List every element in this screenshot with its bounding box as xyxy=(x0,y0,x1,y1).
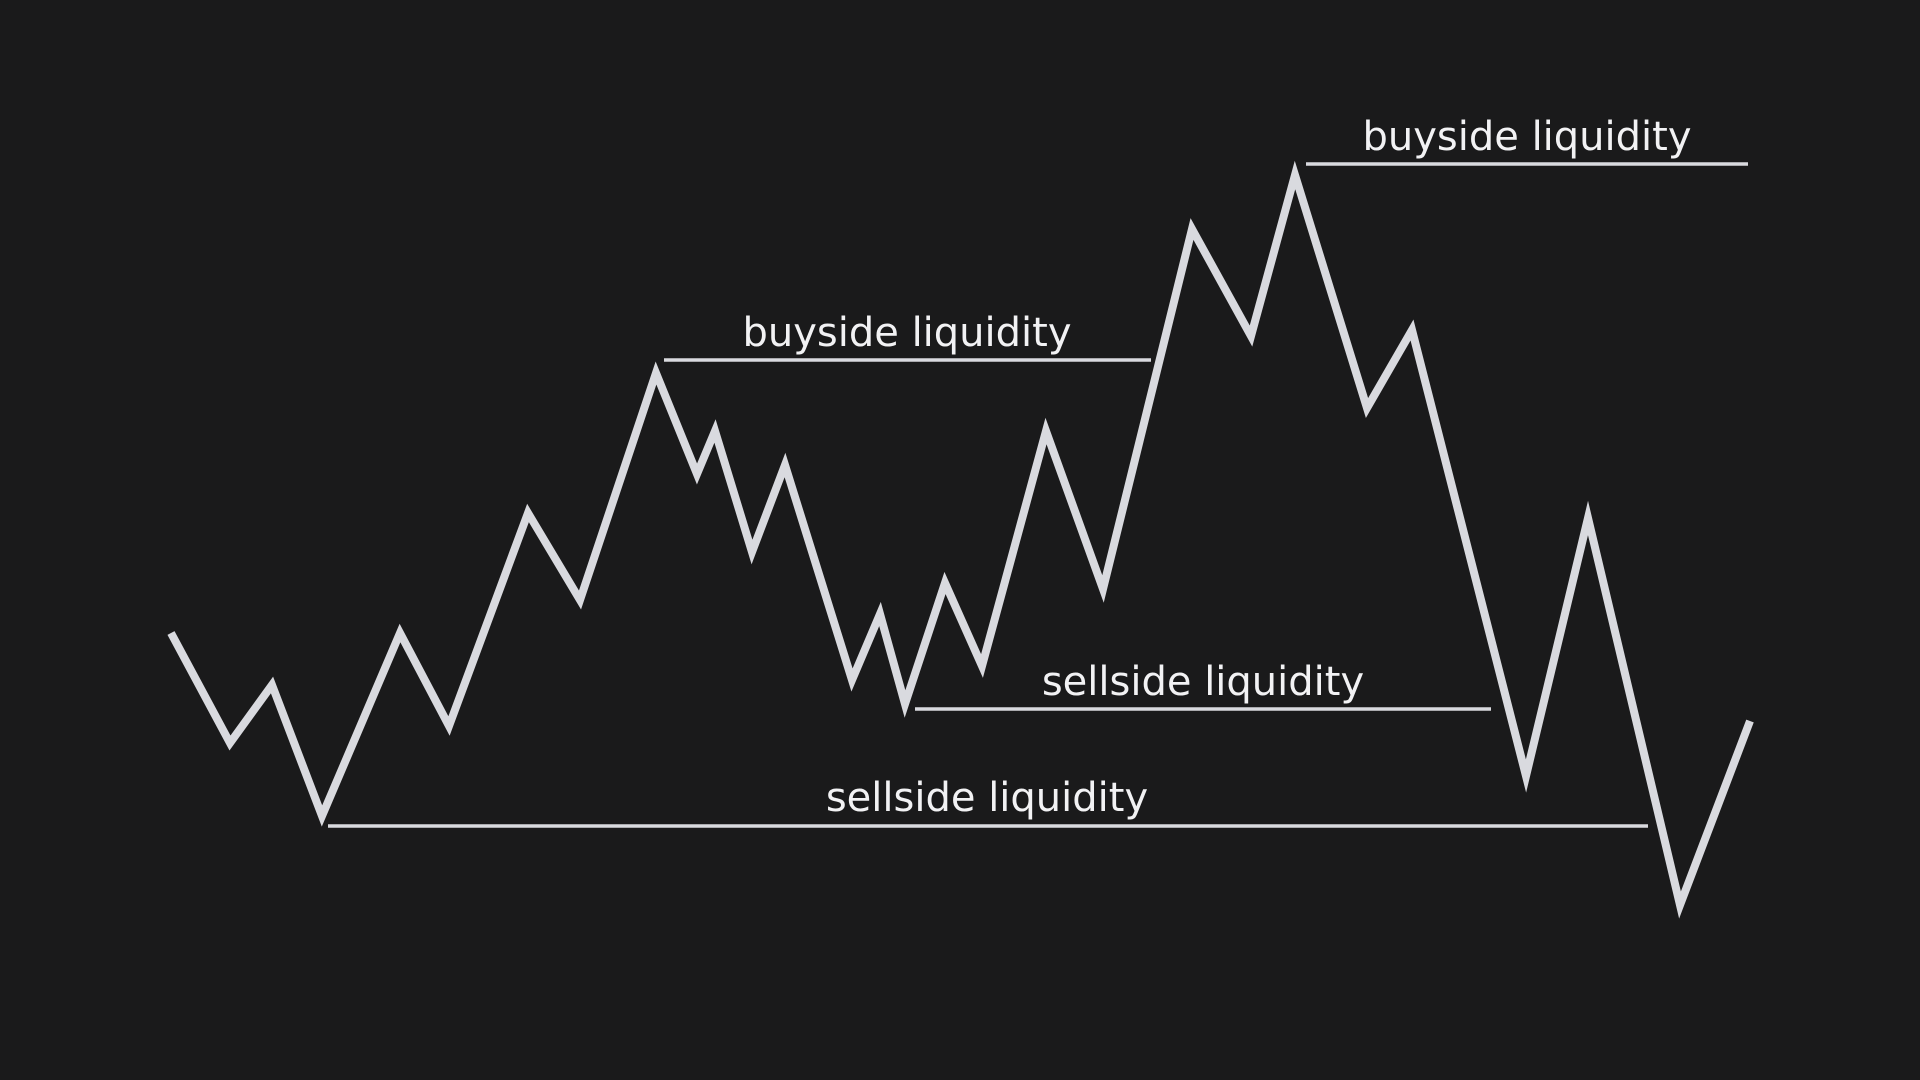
buyside-label-mid: buyside liquidity xyxy=(742,310,1071,356)
sellside-label-mid: sellside liquidity xyxy=(1042,659,1364,705)
sellside-label-low: sellside liquidity xyxy=(826,775,1148,821)
buyside-label-high: buyside liquidity xyxy=(1362,114,1691,160)
